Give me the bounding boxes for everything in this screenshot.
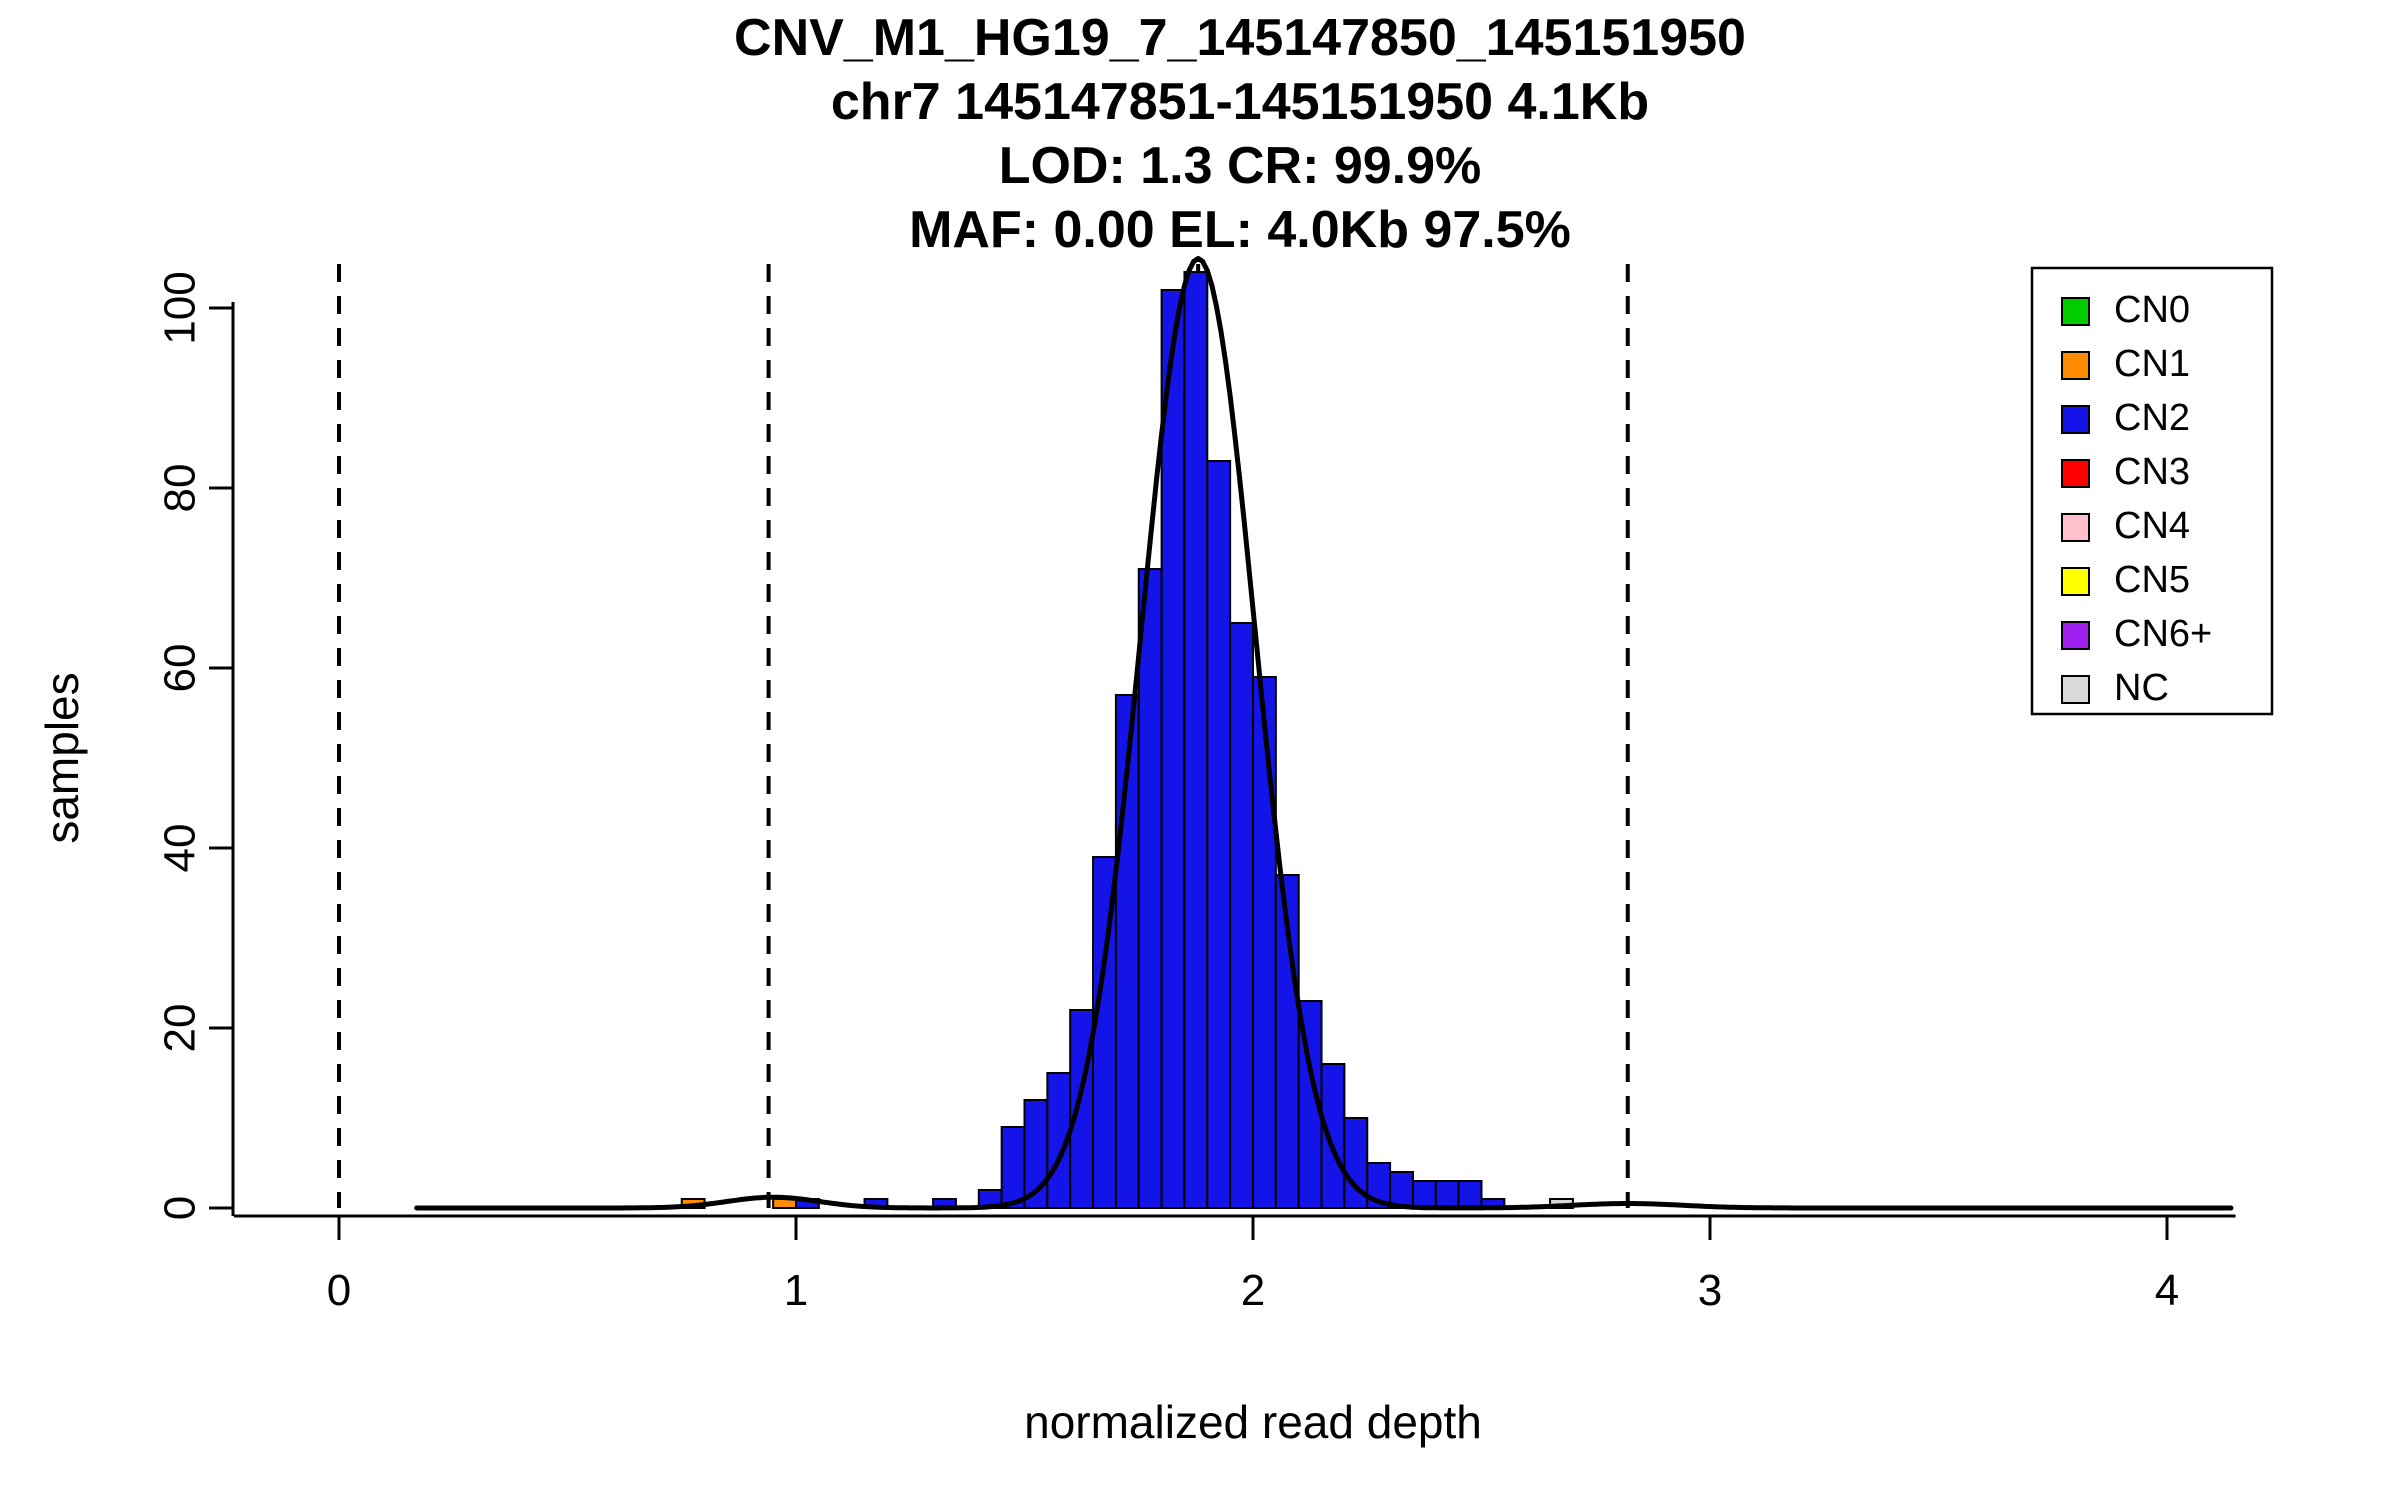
chart-title-line-4: MAF: 0.00 EL: 4.0Kb 97.5% [909,201,1571,259]
legend-label-CN5: CN5 [2114,559,2190,601]
x-tick-label: 3 [1698,1266,1722,1315]
legend-swatch-NC [2061,675,2090,704]
histogram-bar-CN2 [1000,1126,1026,1209]
histogram-bar-CN2 [1206,460,1232,1209]
histogram-bar-CN2 [1411,1180,1437,1209]
y-tick-label: 0 [156,1196,205,1220]
y-tick-label: 80 [156,464,205,513]
chart-title: CNV_M1_HG19_7_145147850_145151950 chr7 1… [80,6,2400,262]
histogram-bar-CN2 [1434,1180,1460,1209]
y-tick-label: 60 [156,644,205,693]
x-tick-label: 1 [784,1266,808,1315]
histogram-bar-CN2 [1457,1180,1483,1209]
histogram-bar-CN2 [1320,1063,1346,1209]
histogram-bar-CN2 [1252,676,1277,1209]
legend-swatch-CN0 [2061,297,2090,326]
legend-swatch-CN4 [2061,513,2090,542]
legend-label-CN4: CN4 [2114,505,2190,547]
legend-swatch-CN5 [2061,567,2090,596]
x-tick-label: 2 [1241,1266,1265,1315]
legend-label-CN0: CN0 [2114,289,2190,331]
x-tick-label: 0 [327,1266,351,1315]
legend-swatch-CN6plus [2061,621,2090,650]
legend-label-CN2: CN2 [2114,397,2190,439]
legend-label-CN1: CN1 [2114,343,2190,385]
histogram-bar-CN2 [1137,568,1163,1209]
histogram-bar-CN2 [1389,1171,1414,1209]
legend-label-CN6plus: CN6+ [2114,613,2212,655]
y-tick-label: 100 [156,271,205,344]
x-axis-label: normalized read depth [1024,1396,1482,1448]
chart-title-line-3: LOD: 1.3 CR: 99.9% [998,137,1482,195]
y-tick-label: 40 [156,824,205,873]
legend-swatch-CN3 [2061,459,2090,488]
legend-label-NC: NC [2114,667,2169,709]
chart-title-line-1: CNV_M1_HG19_7_145147850_145151950 [734,9,1746,67]
x-tick-label: 4 [2155,1266,2179,1315]
histogram-bar-CN2 [1183,271,1209,1209]
chart-title-line-2: chr7 145147851-145151950 4.1Kb [830,73,1650,131]
histogram-bar-CN2 [1229,622,1255,1209]
legend-swatch-CN2 [2061,405,2090,434]
legend-label-CN3: CN3 [2114,451,2190,493]
legend-swatch-CN1 [2061,351,2090,380]
y-tick-label: 20 [156,1004,205,1053]
histogram-bar-CN2 [1160,289,1186,1209]
density-curve [414,256,2234,1211]
